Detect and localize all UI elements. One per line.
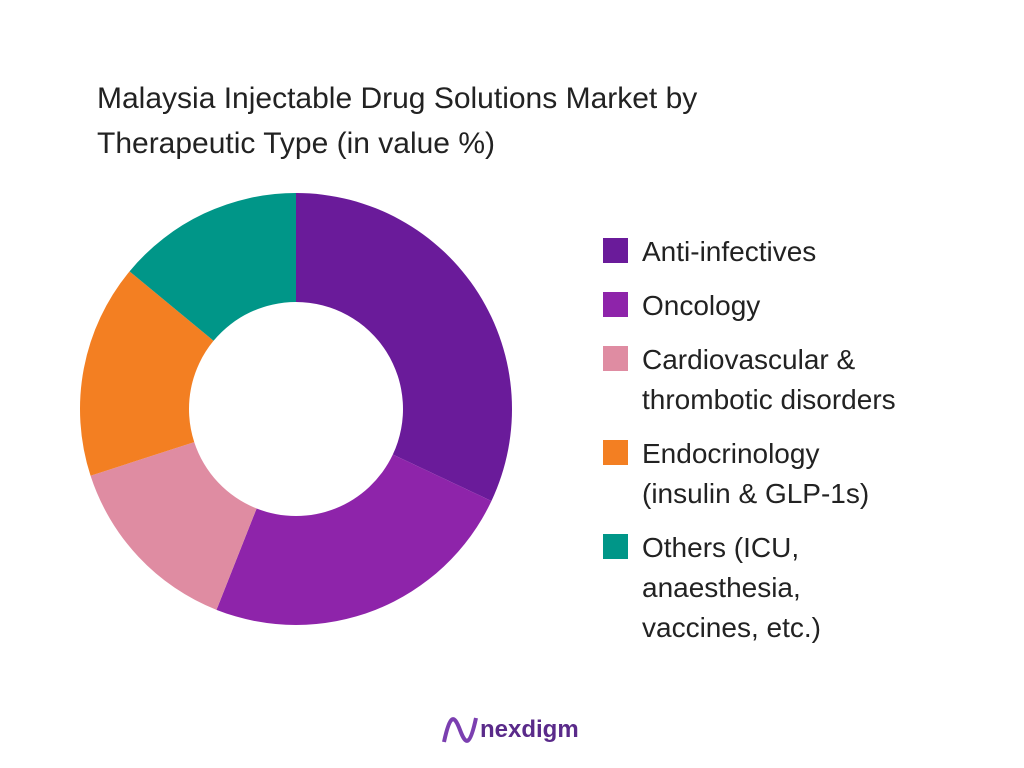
legend-label: Anti-infectives [642, 236, 817, 267]
legend-label: Endocrinology (insulin & GLP-1s) [642, 438, 870, 509]
legend-label: Oncology [642, 290, 761, 321]
donut-slice [80, 271, 214, 476]
legend-item: Anti-infectives [603, 232, 1003, 272]
legend-swatch [603, 440, 628, 465]
donut-slice [90, 442, 257, 610]
donut-slice [129, 193, 296, 341]
legend-swatch [603, 346, 628, 371]
legend-item: Endocrinology (insulin & GLP-1s) [603, 434, 1003, 514]
legend-label: Cardiovascular & thrombotic disorders [642, 344, 896, 415]
legend-swatch [603, 292, 628, 317]
donut-chart [80, 193, 512, 625]
chart-title: Malaysia Injectable Drug Solutions Marke… [97, 82, 698, 160]
legend-item: Others (ICU, anaesthesia, vaccines, etc.… [603, 528, 1003, 648]
legend-label: Others (ICU, anaesthesia, vaccines, etc.… [642, 532, 821, 643]
donut-slice [296, 193, 512, 501]
donut-slice [216, 454, 492, 625]
legend-swatch [603, 534, 628, 559]
brand-icon [442, 717, 478, 743]
brand-name: nexdigm [480, 716, 579, 743]
legend: Anti-infectives Oncology Cardiovascular & … [603, 232, 1003, 662]
brand-logo: nexdigm [440, 712, 579, 748]
legend-swatch [603, 238, 628, 263]
legend-item: Oncology [603, 286, 1003, 326]
legend-item: Cardiovascular & thrombotic disorders [603, 340, 1003, 420]
